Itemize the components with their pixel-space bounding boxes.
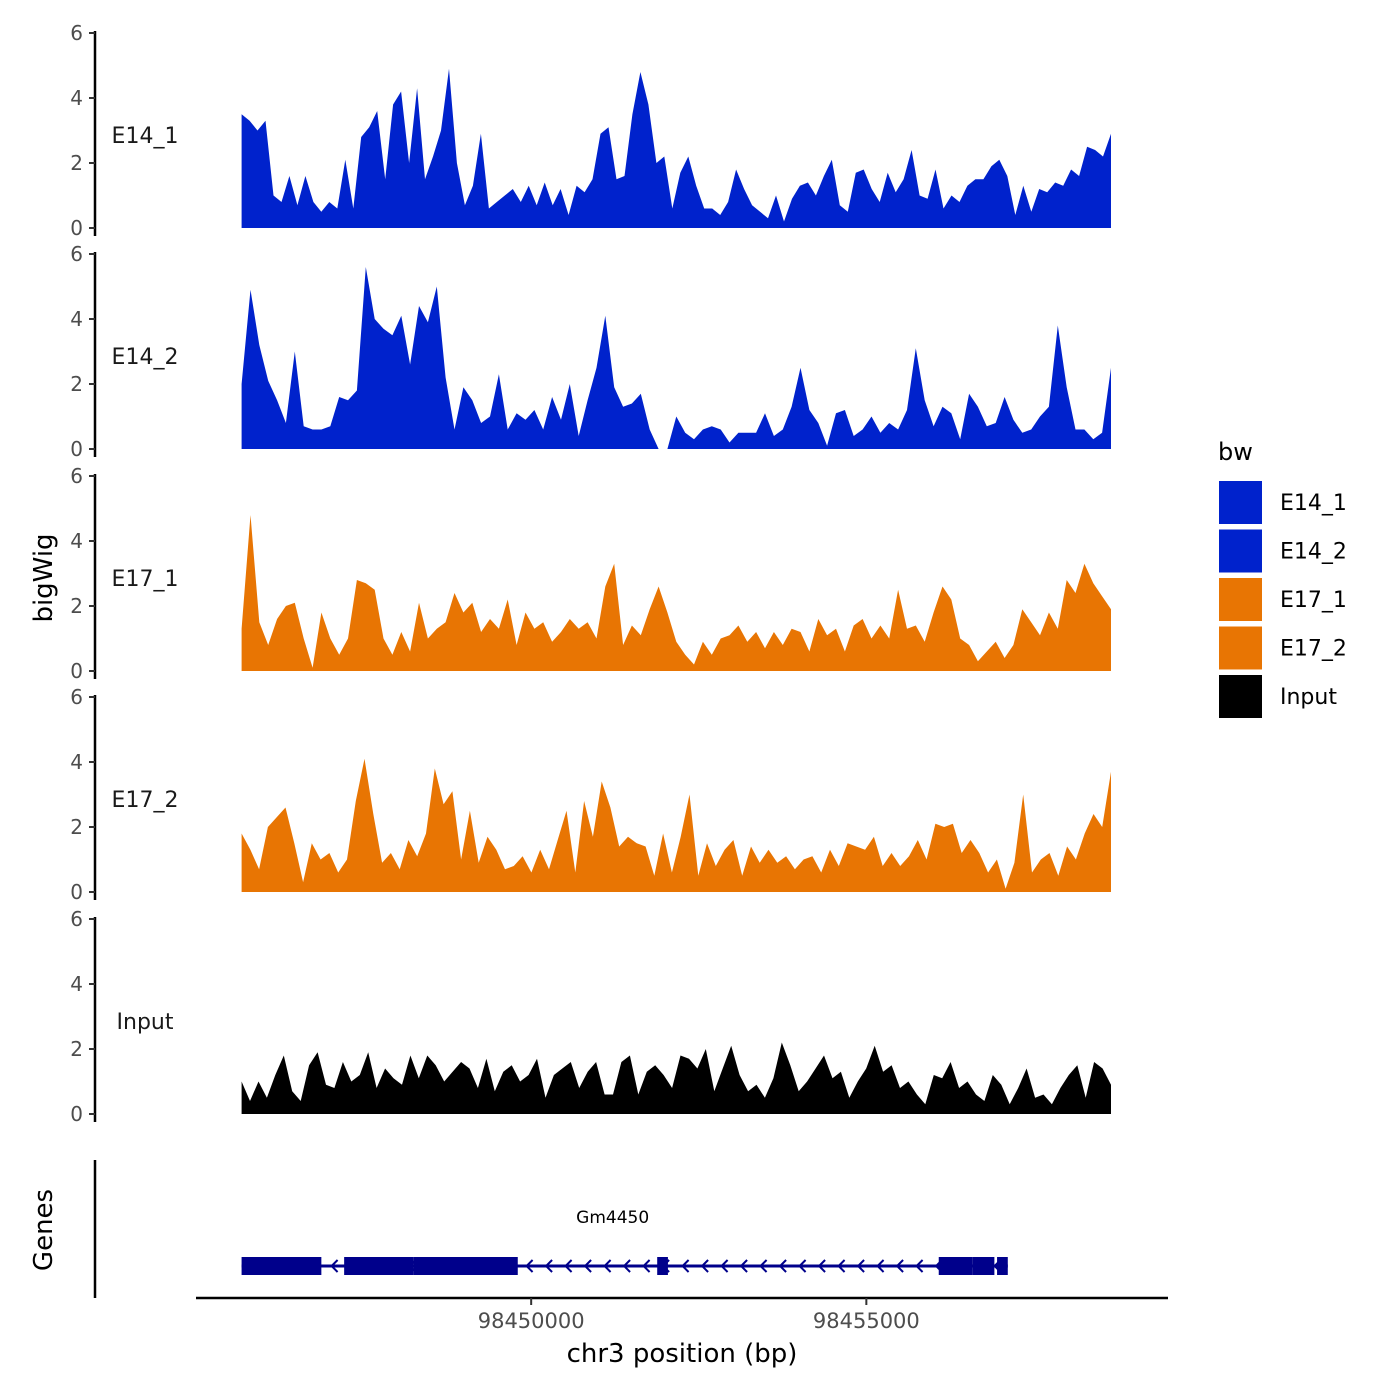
track-label: E14_2 (112, 345, 179, 370)
strand-arrow (622, 1259, 631, 1273)
x-axis-title: chr3 position (bp) (567, 1339, 798, 1369)
legend-label: Input (1280, 685, 1337, 710)
legend-label: E17_1 (1280, 588, 1347, 613)
y-tick-label: 0 (70, 880, 83, 904)
strand-arrow (739, 1259, 748, 1273)
signal-area (241, 515, 1112, 671)
y-tick-label: 0 (70, 216, 83, 240)
legend-label: E14_1 (1280, 491, 1347, 516)
y-axis-title: bigWig (29, 533, 59, 622)
y-tick-label: 6 (70, 464, 83, 488)
x-tick-label: 98455000 (813, 1309, 920, 1333)
legend-swatch (1217, 479, 1264, 526)
track-input: 0 2 4 6 Input (70, 907, 1112, 1126)
y-tick-label: 4 (70, 307, 83, 331)
signal-area (241, 267, 1112, 449)
genes-axis-title: Genes (29, 1189, 59, 1271)
strand-arrow (603, 1259, 612, 1273)
track-e14-2: 0 2 4 6 E14_2 (70, 242, 1112, 461)
strand-arrow (778, 1259, 787, 1273)
strand-arrow (544, 1259, 553, 1273)
y-tick-label: 6 (70, 242, 83, 266)
track-e14-1: 0 2 4 6 E14_1 (70, 21, 1112, 240)
strand-arrow (817, 1259, 826, 1273)
strand-arrow (720, 1259, 729, 1273)
legend-swatch (1217, 576, 1264, 623)
gene-exon (997, 1257, 1008, 1275)
y-tick-label: 4 (70, 529, 83, 553)
y-tick-label: 4 (70, 750, 83, 774)
y-tick-label: 6 (70, 907, 83, 931)
strand-arrow (330, 1259, 339, 1273)
y-tick-label: 2 (70, 815, 83, 839)
strand-arrow (876, 1259, 885, 1273)
y-tick-label: 2 (70, 151, 83, 175)
x-axis: 98450000 98455000 (196, 1296, 1168, 1333)
strand-arrow (798, 1259, 807, 1273)
gene-exon (657, 1257, 668, 1275)
legend-swatch (1217, 624, 1264, 672)
legend: bw E14_1 E14_2 E17_1 E17_2 Input (1217, 438, 1347, 720)
strand-arrow (564, 1259, 573, 1273)
strand-arrow (583, 1259, 592, 1273)
track-e17-2: 0 2 4 6 E17_2 (70, 685, 1112, 904)
track-label: E17_2 (112, 788, 179, 813)
strand-arrow (700, 1259, 709, 1273)
signal-area (241, 758, 1112, 892)
strand-arrow (856, 1259, 865, 1273)
track-label: E17_1 (112, 567, 179, 592)
y-tick-label: 4 (70, 972, 83, 996)
legend-swatch (1217, 673, 1264, 720)
y-tick-label: 6 (70, 685, 83, 709)
signal-area (241, 1042, 1112, 1114)
y-tick-label: 2 (70, 594, 83, 618)
track-label: E14_1 (112, 124, 179, 149)
legend-label: E17_2 (1280, 637, 1347, 662)
legend-swatch (1217, 527, 1264, 575)
gene-exon (413, 1257, 518, 1275)
y-tick-label: 6 (70, 21, 83, 45)
y-tick-label: 0 (70, 1102, 83, 1126)
x-tick-label: 98450000 (478, 1309, 585, 1333)
strand-arrow (915, 1259, 924, 1273)
y-tick-label: 2 (70, 1037, 83, 1061)
gene-exon (938, 1257, 973, 1275)
strand-arrow (837, 1259, 846, 1273)
y-tick-label: 2 (70, 372, 83, 396)
strand-arrow (525, 1259, 534, 1273)
legend-label: E14_2 (1280, 540, 1347, 565)
strand-arrow (759, 1259, 768, 1273)
gene-exon (344, 1257, 414, 1275)
y-tick-label: 0 (70, 437, 83, 461)
y-tick-label: 4 (70, 86, 83, 110)
genes-track: Gm4450 (93, 1160, 1008, 1298)
signal-area (241, 68, 1112, 228)
gene-exon (972, 1257, 995, 1275)
legend-title: bw (1218, 438, 1253, 466)
track-e17-1: 0 2 4 6 E17_1 (70, 464, 1112, 683)
track-label: Input (117, 1010, 174, 1035)
strand-arrow (895, 1259, 904, 1273)
gene-name-label: Gm4450 (576, 1208, 649, 1228)
strand-arrow (642, 1259, 651, 1273)
strand-arrow (681, 1259, 690, 1273)
signal-tracks: 0 2 4 6 E14_1 0 2 4 6 E14_2 0 2 4 6 E17_1 0 2 4 6 E17_2 0 2 4 6… (70, 21, 1112, 1126)
gene-exon (241, 1257, 322, 1275)
y-tick-label: 0 (70, 659, 83, 683)
